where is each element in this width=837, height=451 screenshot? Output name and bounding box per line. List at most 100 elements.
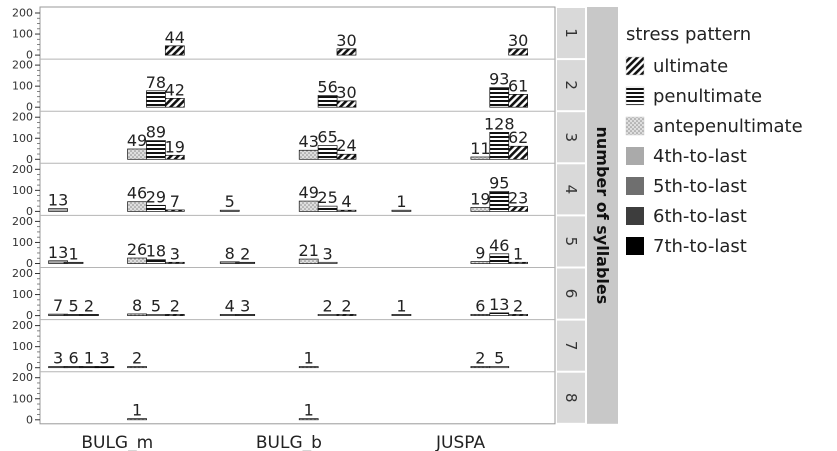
y-tick-label: 100 — [12, 340, 33, 353]
bar-BULG_b-4-4th — [219, 209, 240, 212]
bar-BULG_b-8-antepenultimate — [298, 418, 319, 421]
bar-value-label: 128 — [484, 114, 515, 133]
bar-BULG_m-5-penultimate — [146, 259, 166, 264]
bar-value-label: 30 — [336, 31, 356, 50]
bar-BULG_m-4-penultimate — [146, 204, 166, 212]
y-tick-label: 200 — [12, 267, 33, 280]
y-tick-label: 0 — [26, 257, 33, 270]
bar-value-label: 8 — [225, 244, 235, 263]
legend-label: 4th-to-last — [653, 146, 747, 167]
bar-JUSPA-1-ultimate — [508, 48, 528, 56]
legend-swatch-6th — [626, 207, 644, 225]
bar-BULG_m-2-ultimate — [164, 98, 185, 108]
bar-JUSPA-6-4th — [391, 314, 412, 316]
facet-row-label: 3 — [562, 132, 580, 142]
bar-value-label: 49 — [127, 131, 147, 150]
facet-row-label: 4 — [562, 185, 580, 195]
legend-swatch-ultimate — [625, 56, 645, 76]
bar-value-label: 7 — [53, 296, 63, 315]
facet-row-strip — [557, 164, 585, 215]
bar-value-label: 19 — [470, 189, 490, 208]
y-tick-label: 100 — [12, 236, 33, 249]
y-tick-label: 100 — [12, 28, 33, 41]
y-tick-label: 0 — [26, 205, 33, 218]
legend-title: stress pattern — [626, 24, 751, 45]
bar-BULG_b-4-antepenultimate — [298, 200, 319, 212]
bar-value-label: 8 — [132, 296, 142, 315]
bar-value-label: 9 — [475, 244, 485, 263]
y-tick-label: 100 — [12, 80, 33, 93]
bar-BULG_m-5-5th — [63, 261, 84, 264]
y-tick-label: 100 — [12, 288, 33, 301]
bar-value-label: 1 — [304, 401, 314, 420]
bar-value-label: 13 — [48, 243, 68, 262]
bar-value-label: 3 — [99, 349, 109, 368]
bar-BULG_m-8-antepenultimate — [127, 418, 147, 421]
bar-value-label: 24 — [336, 136, 356, 155]
bar-JUSPA-6-ultimate — [508, 314, 528, 316]
bar-BULG_m-4-ultimate — [164, 209, 185, 212]
facet-row-title-strip — [587, 7, 618, 424]
y-tick-label: 200 — [12, 215, 33, 228]
bar-value-label: 5 — [494, 349, 504, 368]
bar-value-label: 46 — [489, 236, 509, 255]
facet-column-label: BULG_m — [81, 433, 153, 451]
facet-row-label: 6 — [562, 289, 580, 299]
bar-BULG_m-2-penultimate — [146, 90, 166, 108]
bar-value-label: 18 — [146, 242, 166, 261]
bar-BULG_m-6-6th — [79, 314, 99, 316]
facet-column-label: BULG_b — [256, 433, 322, 451]
bar-value-label: 49 — [299, 183, 319, 202]
bar-value-label: 43 — [299, 132, 319, 151]
bar-value-label: 23 — [508, 189, 528, 208]
bar-value-label: 2 — [84, 296, 94, 315]
bar-BULG_m-3-antepenultimate — [127, 148, 147, 160]
bar-BULG_b-4-ultimate — [336, 209, 357, 212]
y-tick-label: 0 — [26, 413, 33, 426]
bar-value-label: 5 — [151, 296, 161, 315]
bar-value-label: 93 — [489, 70, 509, 89]
legend-swatch-penultimate — [625, 86, 645, 106]
bar-BULG_b-3-antepenultimate — [298, 149, 319, 160]
bar-BULG_b-2-penultimate — [317, 95, 338, 108]
bar-value-label: 6 — [68, 348, 78, 367]
bar-JUSPA-3-ultimate — [508, 145, 528, 160]
bar-value-label: 3 — [323, 244, 333, 263]
bar-value-label: 1 — [68, 244, 78, 263]
y-tick-label: 0 — [26, 49, 33, 62]
bar-BULG_m-3-penultimate — [146, 140, 166, 160]
bar-value-label: 30 — [508, 31, 528, 50]
bar-value-label: 65 — [317, 128, 337, 147]
legend-label: 7th-to-last — [653, 236, 747, 257]
bar-value-label: 2 — [323, 296, 333, 315]
bar-value-label: 1 — [513, 244, 523, 263]
bar-value-label: 44 — [165, 28, 185, 47]
bar-value-label: 1 — [132, 401, 142, 420]
bar-value-label: 2 — [513, 296, 523, 315]
bar-value-label: 3 — [240, 296, 250, 315]
bar-value-label: 11 — [470, 139, 490, 158]
facet-row-label: 7 — [562, 341, 580, 351]
y-tick-label: 200 — [12, 371, 33, 384]
bar-value-label: 2 — [475, 349, 485, 368]
bar-JUSPA-4-ultimate — [508, 206, 528, 212]
legend-label: 5th-to-last — [653, 176, 747, 197]
bar-value-label: 61 — [508, 76, 528, 95]
bar-value-label: 5 — [68, 296, 78, 315]
bar-value-label: 13 — [489, 295, 509, 314]
bar-value-label: 2 — [341, 296, 351, 315]
bar-value-label: 29 — [146, 187, 166, 206]
bar-JUSPA-4-penultimate — [489, 191, 510, 212]
bar-BULG_m-4-4th — [48, 208, 68, 212]
bar-value-label: 4 — [225, 296, 235, 315]
facet-row-strip — [557, 8, 585, 59]
facet-row-strip — [557, 112, 585, 163]
bar-BULG_b-5-penultimate — [317, 261, 338, 264]
bar-value-label: 78 — [146, 73, 166, 92]
y-tick-label: 100 — [12, 392, 33, 405]
bar-BULG_b-3-ultimate — [336, 153, 357, 160]
bar-BULG_b-5-antepenultimate — [298, 258, 319, 264]
legend-label: ultimate — [653, 56, 728, 77]
bar-value-label: 46 — [127, 184, 147, 203]
